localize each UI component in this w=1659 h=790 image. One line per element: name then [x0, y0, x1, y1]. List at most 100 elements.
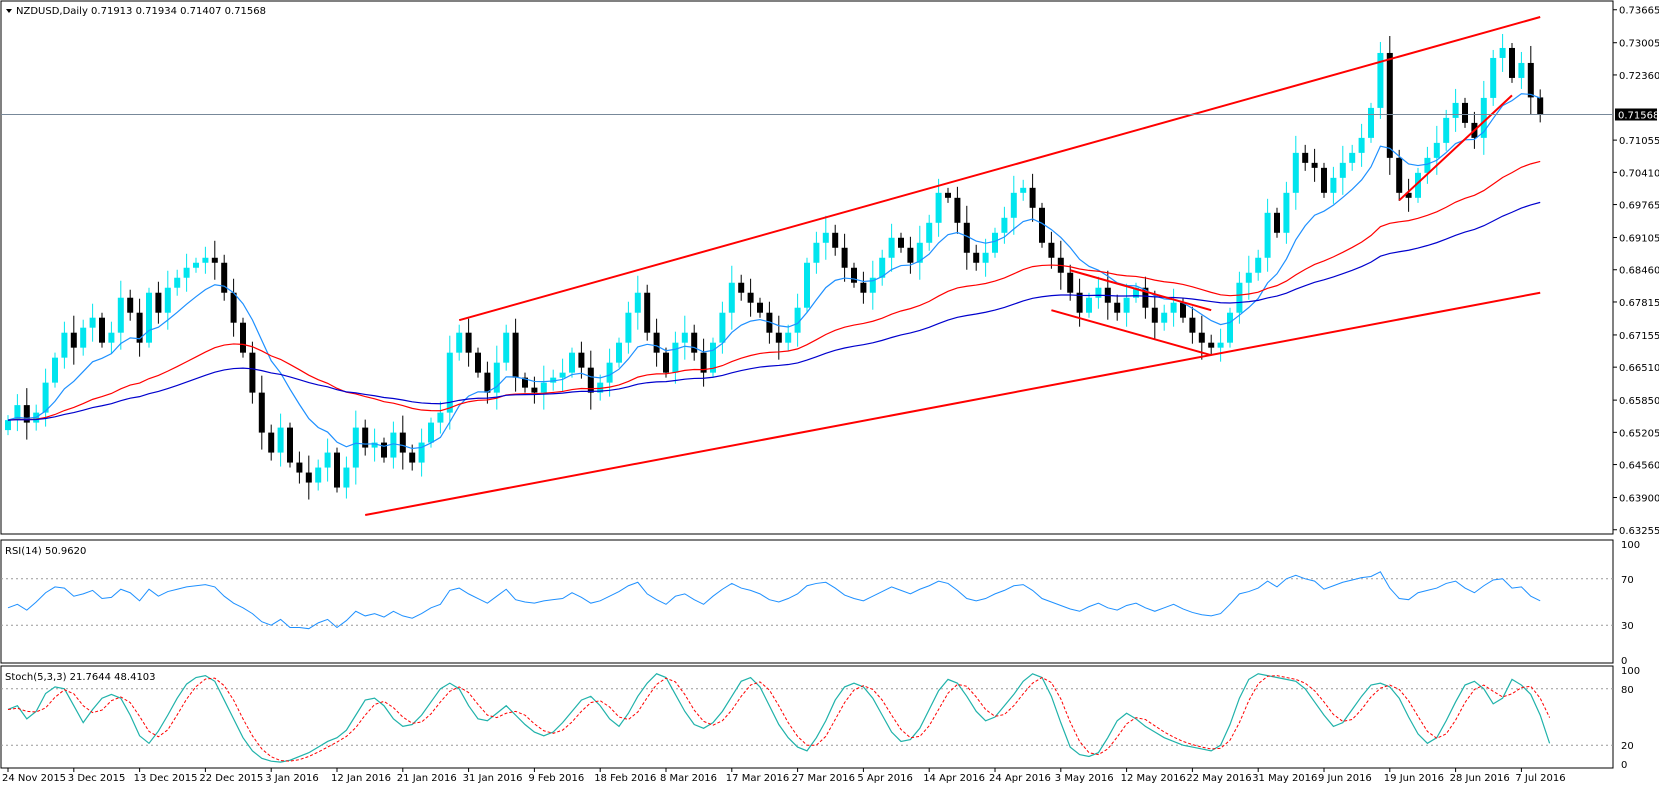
candle	[766, 301, 773, 344]
candle-body	[80, 327, 87, 348]
candle-body	[1443, 117, 1450, 143]
candle-body	[794, 307, 801, 333]
candle	[146, 287, 152, 348]
candle	[1142, 276, 1149, 319]
candle	[710, 337, 716, 378]
candle	[578, 341, 585, 379]
candle-body	[1208, 342, 1215, 348]
candle-body	[399, 432, 406, 453]
candle	[268, 424, 275, 461]
price-tick-label: 0.63255	[1619, 526, 1659, 537]
candle-body	[1509, 47, 1515, 78]
candle-body	[108, 332, 115, 343]
candle-body	[587, 367, 594, 393]
candle-body	[663, 352, 669, 373]
date-tick-label: 12 May 2016	[1121, 773, 1186, 784]
candle	[1396, 149, 1403, 201]
candle	[700, 338, 707, 387]
candle-body	[343, 467, 350, 488]
candle	[888, 223, 895, 272]
candle-body	[728, 282, 735, 313]
candle-body	[954, 197, 961, 223]
candle	[1020, 179, 1027, 201]
candle-body	[484, 372, 491, 393]
candle-body	[597, 382, 604, 393]
candle-body	[531, 387, 538, 393]
candle	[362, 419, 369, 456]
price-tick-label: 0.71055	[1619, 136, 1659, 147]
candle	[672, 331, 679, 384]
candle-body	[1462, 102, 1468, 123]
candle-body	[1095, 287, 1102, 298]
candle-body	[681, 332, 688, 343]
date-tick-label: 14 Apr 2016	[923, 773, 985, 784]
candle-body	[1274, 212, 1280, 233]
candle	[935, 178, 942, 237]
candle-body	[1198, 332, 1205, 343]
current-price-tag: 0.71568	[1615, 108, 1659, 121]
candle	[1029, 173, 1036, 222]
candle	[277, 413, 284, 467]
candle-body	[822, 232, 829, 243]
candle-body	[747, 292, 754, 303]
candle	[352, 410, 359, 485]
rsi-tick-label: 100	[1621, 540, 1640, 551]
candle	[851, 262, 857, 288]
candle-body	[1377, 52, 1384, 108]
candle	[644, 284, 651, 341]
candle	[1330, 166, 1337, 204]
candle	[465, 318, 472, 367]
candle-body	[1452, 102, 1459, 118]
candle	[80, 319, 87, 356]
candle-body	[907, 247, 914, 263]
price-tick-label: 0.69765	[1619, 201, 1659, 212]
price-tick-label: 0.63900	[1619, 494, 1659, 505]
candle	[249, 341, 256, 404]
candle	[202, 246, 209, 274]
price-tick-label: 0.73665	[1619, 6, 1659, 17]
candle	[23, 388, 30, 440]
candle	[334, 447, 340, 493]
candle	[1217, 328, 1224, 362]
candle	[1283, 181, 1290, 244]
rsi-title: RSI(14) 50.9620	[5, 546, 86, 557]
candle-body	[305, 472, 312, 483]
candle-body	[1264, 212, 1271, 258]
candle	[164, 270, 171, 330]
candle-body	[512, 332, 519, 378]
candle	[324, 438, 331, 482]
candle-body	[1518, 62, 1525, 78]
candle-body	[982, 252, 989, 263]
candle-body	[371, 442, 378, 448]
candle	[1339, 145, 1346, 195]
candle	[1405, 178, 1412, 212]
stoch-main-line	[7, 673, 1551, 763]
date-tick-label: 9 Feb 2016	[528, 773, 584, 784]
candle	[1527, 45, 1534, 115]
candle-body	[1415, 172, 1421, 198]
date-tick-label: 8 Mar 2016	[660, 773, 717, 784]
candle-body	[691, 332, 698, 353]
candle-body	[926, 222, 933, 243]
candle	[616, 337, 622, 368]
candle	[1537, 89, 1544, 123]
candle	[446, 335, 453, 430]
candle-body	[1283, 192, 1290, 233]
candle	[315, 459, 322, 491]
stoch-signal-line	[7, 675, 1551, 762]
candle	[258, 375, 265, 450]
candle-body	[437, 412, 444, 423]
stoch-tick-label: 20	[1621, 741, 1634, 752]
candle	[343, 456, 350, 499]
candle	[399, 415, 406, 470]
candle	[926, 214, 933, 251]
rsi-tick-label: 30	[1621, 621, 1634, 632]
candle	[475, 347, 481, 378]
candle-body	[578, 352, 585, 368]
candle	[1415, 167, 1421, 203]
candle	[287, 422, 293, 468]
collapse-triangle-icon[interactable]	[6, 9, 12, 13]
candle-body	[1067, 272, 1074, 293]
stoch-tick-label: 0	[1621, 760, 1627, 771]
